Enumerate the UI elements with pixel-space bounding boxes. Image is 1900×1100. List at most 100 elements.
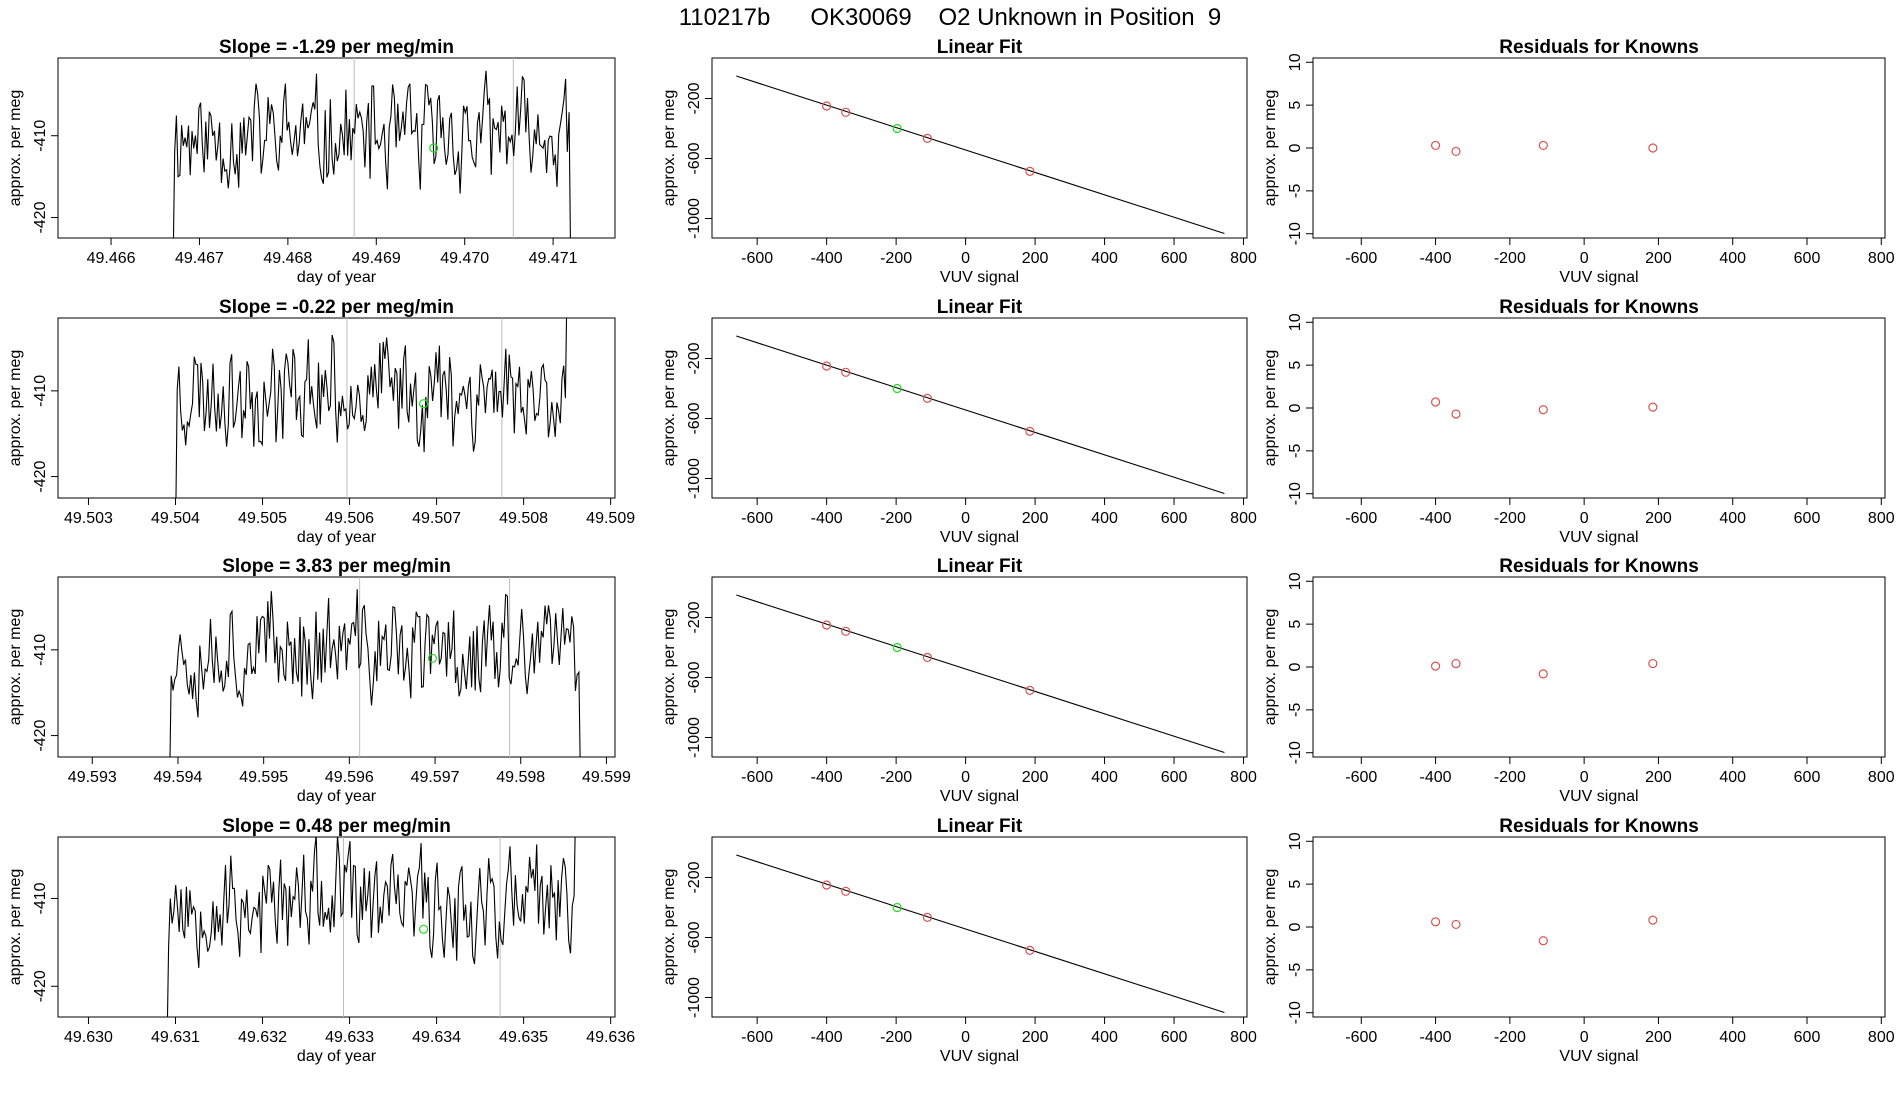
chart-7-y-axis-label: approx. per meg <box>7 609 24 726</box>
chart-5-x-tick-label: 600 <box>1161 510 1188 527</box>
chart-2-x-tick-label: -400 <box>811 250 843 267</box>
chart-4-x-tick-label: 49.503 <box>64 510 113 527</box>
chart-4-plot-area <box>175 318 568 498</box>
chart-9-panel: Residuals for Knowns -600 -400 -200 0 200 400 6… <box>1262 556 1895 805</box>
chart-9-plot-area <box>1430 658 1658 679</box>
chart-8-x-tick-label: 600 <box>1161 769 1188 786</box>
chart-6-known-point <box>1648 402 1658 412</box>
chart-6-title: Residuals for Knowns <box>1499 297 1699 318</box>
chart-2-known-point <box>822 101 832 111</box>
chart-6-x-tick-label: -200 <box>1494 510 1526 527</box>
chart-7-x-tick-label: 49.597 <box>411 769 460 786</box>
chart-3-x-tick-label: 200 <box>1645 250 1672 267</box>
chart-4-y-tick-label: -420 <box>32 460 49 492</box>
chart-8-fit-line <box>736 594 1225 754</box>
chart-6-y-tick-label: -10 <box>1287 482 1304 505</box>
chart-2-plot-area <box>736 75 1225 235</box>
chart-11-known-point <box>822 880 832 890</box>
chart-10-x-tick-label: 49.631 <box>151 1029 200 1046</box>
chart-1-signal-trace <box>172 70 571 238</box>
chart-4-plot-frame <box>57 317 616 499</box>
chart-6-known-point <box>1538 405 1548 415</box>
chart-8-x-tick-label: -400 <box>811 769 843 786</box>
chart-2-fit-line <box>736 75 1225 235</box>
chart-4-x-tick-label: 49.504 <box>151 510 200 527</box>
chart-7-x-axis-label: day of year <box>297 788 377 805</box>
chart-6-x-tick-label: 600 <box>1794 510 1821 527</box>
chart-6-y-tick-label: 0 <box>1287 403 1304 412</box>
chart-8-y-tick-label: -600 <box>686 661 703 693</box>
chart-7-signal-trace <box>169 589 581 757</box>
chart-2-known-point <box>1025 166 1035 176</box>
chart-6-y-axis-label: approx. per meg <box>1262 350 1279 467</box>
chart-8-x-tick-label: -200 <box>880 769 912 786</box>
chart-3-y-axis-label: approx. per meg <box>1262 90 1279 207</box>
chart-5-panel: Linear Fit -600 -400 -200 0 200 400 600 800 -200 -… <box>661 297 1257 546</box>
chart-12-x-tick-label: 600 <box>1794 1029 1821 1046</box>
chart-6-y-tick-label: -5 <box>1287 444 1304 458</box>
chart-4-panel: Slope = -0.22 per meg/min 49.503 49.504 49.… <box>7 297 635 546</box>
chart-7-x-tick-label: 49.598 <box>496 769 545 786</box>
chart-9-x-tick-label: -200 <box>1494 769 1526 786</box>
chart-4-unknown-marker <box>418 399 429 409</box>
chart-6-x-axis-label: VUV signal <box>1559 529 1638 546</box>
chart-1-panel: Slope = -1.29 per meg/min 49.466 49.467 49.… <box>7 37 616 286</box>
chart-9-y-tick-label: 5 <box>1287 620 1304 629</box>
chart-2-x-tick-label: -600 <box>741 250 773 267</box>
chart-8-known-point <box>841 626 851 636</box>
chart-5-known-point <box>1025 426 1035 436</box>
chart-6-x-tick-label: 400 <box>1719 510 1746 527</box>
chart-5-y-tick-label: -200 <box>686 342 703 374</box>
chart-5-x-tick-label: -600 <box>741 510 773 527</box>
chart-9-y-tick-label: -5 <box>1287 703 1304 717</box>
chart-11-y-tick-label: -200 <box>686 861 703 893</box>
chart-1-y-tick-label: -410 <box>32 120 49 152</box>
chart-2-x-tick-label: 400 <box>1091 250 1118 267</box>
chart-9-x-tick-label: 400 <box>1719 769 1746 786</box>
chart-12-plot-area <box>1430 915 1658 946</box>
chart-2-x-axis-label: VUV signal <box>940 269 1019 286</box>
chart-9-x-tick-label: -600 <box>1345 769 1377 786</box>
chart-11-y-tick-label: -1000 <box>686 977 703 1018</box>
chart-2-x-tick-label: 800 <box>1230 250 1257 267</box>
chart-5-x-tick-label: -200 <box>880 510 912 527</box>
chart-12-y-tick-label: 5 <box>1287 880 1304 889</box>
chart-8-unknown-point <box>892 642 902 653</box>
chart-5-x-axis-label: VUV signal <box>940 529 1019 546</box>
chart-10-panel: Slope = 0.48 per meg/min 49.630 49.631 49.6… <box>7 816 635 1065</box>
chart-3-panel: Residuals for Knowns -600 -400 -200 0 200 400 6… <box>1262 37 1895 286</box>
chart-1-x-tick-label: 49.469 <box>352 250 401 267</box>
chart-10-x-tick-label: 49.635 <box>499 1029 548 1046</box>
chart-5-x-tick-label: 400 <box>1091 510 1118 527</box>
chart-3-plot-frame <box>1312 57 1886 239</box>
chart-4-x-tick-label: 49.507 <box>412 510 461 527</box>
chart-11-x-tick-label: -600 <box>741 1029 773 1046</box>
chart-9-known-point <box>1430 661 1441 671</box>
chart-11-known-point <box>841 886 851 896</box>
chart-4-x-tick-label: 49.509 <box>586 510 635 527</box>
chart-2-y-axis-label: approx. per meg <box>661 90 678 207</box>
chart-3-y-tick-label: 0 <box>1287 143 1304 152</box>
chart-1-x-tick-label: 49.468 <box>263 250 312 267</box>
chart-12-x-tick-label: 0 <box>1580 1029 1589 1046</box>
chart-12-y-tick-label: 10 <box>1287 832 1304 850</box>
chart-1-x-tick-label: 49.471 <box>529 250 578 267</box>
chart-8-known-point <box>822 620 832 630</box>
chart-8-y-tick-label: -200 <box>686 601 703 633</box>
chart-8-title: Linear Fit <box>937 556 1023 577</box>
chart-5-known-point <box>922 393 932 403</box>
chart-1-plot-frame <box>57 57 616 239</box>
chart-2-x-tick-label: 0 <box>961 250 970 267</box>
chart-2-unknown-point <box>892 123 902 134</box>
chart-5-plot-frame <box>711 317 1248 499</box>
chart-3-x-tick-label: -400 <box>1420 250 1452 267</box>
chart-10-x-tick-label: 49.630 <box>64 1029 113 1046</box>
chart-10-y-tick-label: -420 <box>32 970 49 1002</box>
chart-3-x-axis-label: VUV signal <box>1559 269 1638 286</box>
chart-8-x-axis-label: VUV signal <box>940 788 1019 805</box>
chart-9-x-tick-label: 600 <box>1794 769 1821 786</box>
chart-3-x-tick-label: -200 <box>1494 250 1526 267</box>
chart-1-title: Slope = -1.29 per meg/min <box>219 37 454 58</box>
chart-3-known-point <box>1648 143 1658 153</box>
chart-5-fit-line <box>736 335 1225 495</box>
